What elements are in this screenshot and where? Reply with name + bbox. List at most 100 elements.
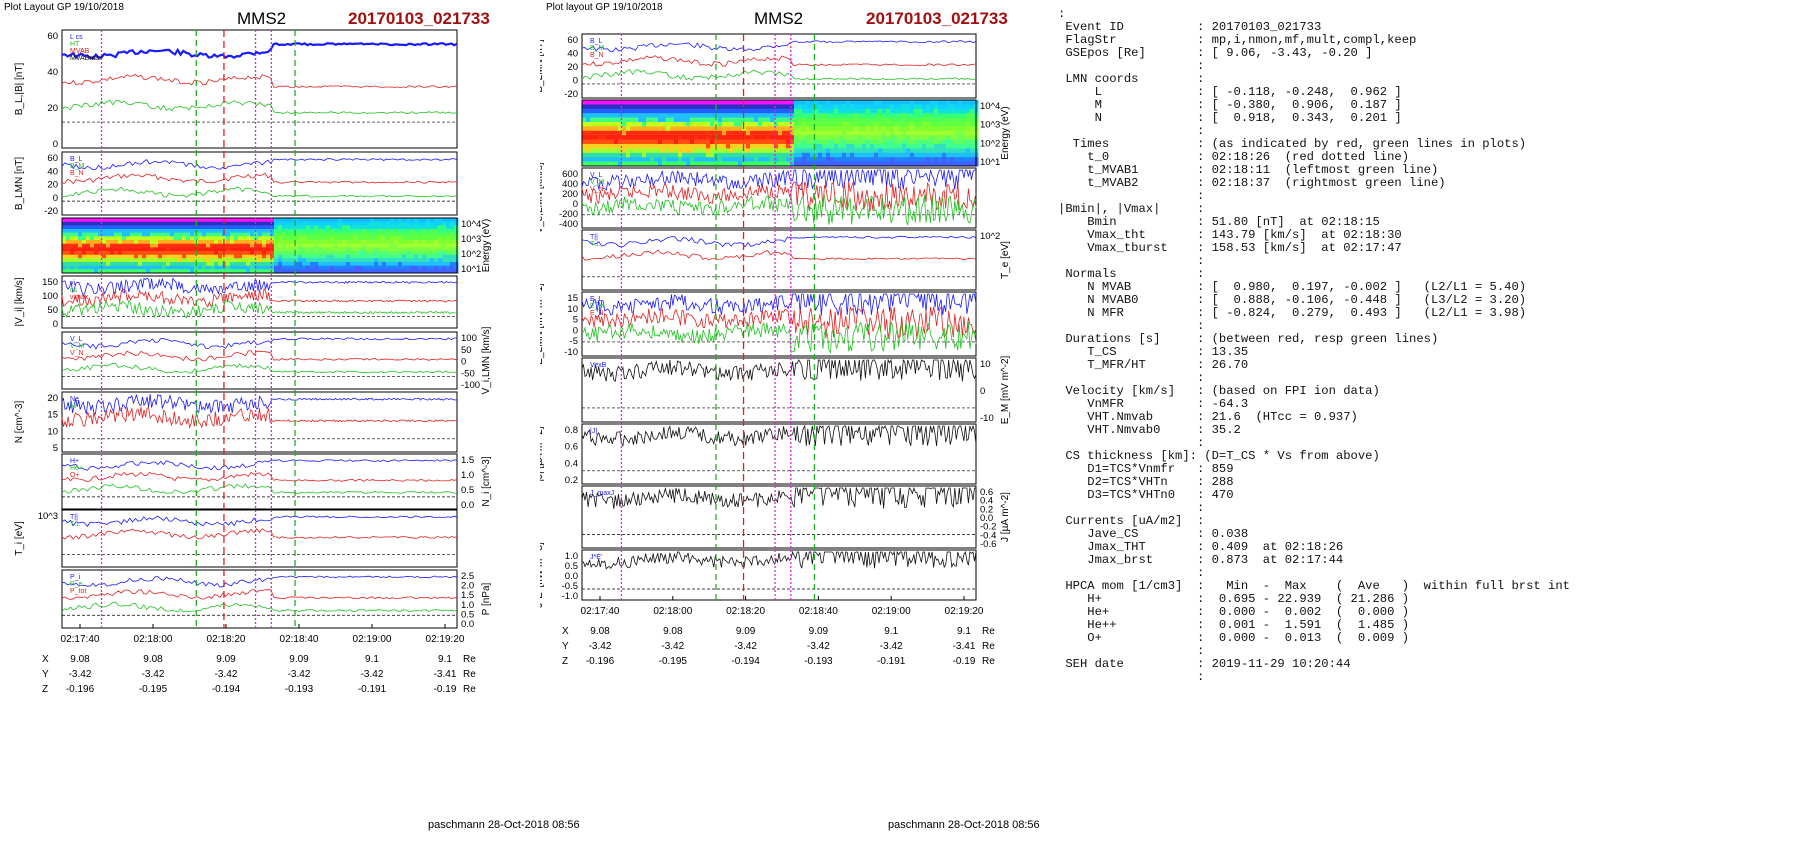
spectrogram-cell: [450, 258, 455, 263]
spectrogram-cell: [662, 139, 667, 145]
spectrogram-cell: [186, 269, 191, 274]
spectrogram-cell: [418, 262, 423, 267]
spectrogram-cell: [230, 258, 235, 263]
spectrogram-cell: [78, 229, 83, 234]
spectrogram-cell: [966, 104, 971, 110]
legend-label: V_L: [70, 336, 83, 343]
spectrogram-cell: [146, 232, 151, 237]
spectrogram-cell: [262, 269, 267, 274]
spectrogram-cell: [834, 144, 839, 149]
spectrogram-cell: [394, 247, 399, 252]
info-line: Jmax_brst : 0.873 at 02:17:44: [1058, 553, 1344, 567]
spectrogram-cell: [602, 113, 607, 119]
spectrogram-cell: [294, 243, 299, 248]
spectrogram-cell: [226, 218, 231, 223]
spectrogram-cell: [314, 247, 319, 252]
spectrogram-cell: [66, 247, 71, 252]
spectrogram-cell: [742, 117, 747, 123]
spectrogram-cell: [62, 247, 67, 252]
left-series-1: [61, 158, 458, 171]
spectrogram-cell: [86, 221, 91, 226]
y-tick-label: 0.5: [565, 561, 578, 572]
spectrogram-cell: [230, 251, 235, 256]
spectrogram-cell: [434, 236, 439, 241]
pos-value: 9.09: [736, 626, 756, 637]
spectrogram-cell: [750, 108, 755, 114]
panel-frame: [581, 291, 977, 357]
spectrogram-cell: [882, 126, 887, 132]
spectrogram-cell: [738, 130, 743, 136]
spectrogram-cell: [110, 218, 115, 223]
spectrogram-cell: [714, 139, 719, 145]
spectrogram-cell: [158, 229, 163, 234]
time-tick-label: 02:18:20: [207, 634, 246, 645]
spectrogram-cell: [646, 130, 651, 136]
spectrogram-cell: [82, 236, 87, 241]
spectrogram-cell: [94, 225, 99, 230]
spectrogram-cell: [382, 258, 387, 263]
spectrogram-cell: [414, 262, 419, 267]
spectrogram-cell: [626, 161, 631, 167]
spectrogram-cell: [862, 148, 867, 154]
spectrogram-cell: [122, 240, 127, 245]
spectrogram-cell: [70, 258, 75, 263]
spectrogram-cell: [310, 232, 315, 237]
spectrogram-cell: [370, 229, 375, 234]
spectrogram-cell: [958, 122, 963, 127]
spectrogram-cell: [594, 100, 599, 105]
spectrogram-cell: [930, 130, 935, 136]
spectrogram-cell: [238, 240, 243, 245]
spectrogram-cell: [682, 130, 687, 136]
spectrogram-cell: [186, 258, 191, 263]
left-series-2: [61, 172, 458, 185]
middle-spacecraft: MMS2: [754, 9, 803, 28]
spectrogram-cell: [870, 108, 875, 114]
spectrogram-cell: [722, 126, 727, 132]
spectrogram-cell: [330, 221, 335, 226]
spectrogram-cell: [82, 247, 87, 252]
spectrogram-cell: [958, 108, 963, 114]
spectrogram-cell: [766, 157, 771, 163]
pos-value: 9.09: [809, 626, 829, 637]
spectrogram-cell: [406, 269, 411, 274]
spectrogram-cell: [718, 139, 723, 145]
spectrogram-cell: [682, 157, 687, 163]
spectrogram-cell: [162, 225, 167, 230]
spectrogram-cell: [774, 144, 779, 149]
spectrogram-cell: [214, 221, 219, 226]
spectrogram-cell: [882, 104, 887, 110]
spectrogram-cell: [950, 148, 955, 154]
spectrogram-cell: [690, 135, 695, 141]
spectrogram-cell: [322, 254, 327, 259]
spectrogram-cell: [638, 144, 643, 149]
spectrogram-cell: [218, 247, 223, 252]
spectrogram-cell: [634, 135, 639, 141]
spectrogram-cell: [154, 218, 159, 223]
spectrogram-cell: [646, 117, 651, 123]
spectrogram-cell: [370, 240, 375, 245]
spectrogram-cell: [174, 221, 179, 226]
spectrogram-cell: [650, 135, 655, 141]
spectrogram-cell: [358, 225, 363, 230]
spectrogram-cell: [74, 221, 79, 226]
spectrogram-cell: [810, 157, 815, 163]
pos-row-label: Z: [562, 656, 568, 667]
legend-label: B_M: [70, 163, 85, 170]
spectrogram-cell: [650, 157, 655, 163]
spectrogram-cell: [394, 258, 399, 263]
spectrogram-cell: [734, 104, 739, 110]
spectrogram-cell: [886, 161, 891, 167]
spectrogram-cell: [226, 225, 231, 230]
spectrogram-cell: [398, 229, 403, 234]
spectrogram-cell: [90, 236, 95, 241]
spectrogram-cell: [826, 117, 831, 123]
spectrogram-cell: [654, 161, 659, 167]
spectrogram-cell: [66, 240, 71, 245]
spectrogram-cell: [666, 152, 671, 158]
spectrogram-cell: [710, 117, 715, 123]
spectrogram-cell: [942, 152, 947, 158]
spectrogram-cell: [738, 139, 743, 145]
spectrogram-cell: [890, 113, 895, 119]
middle-series-1: [581, 358, 977, 382]
spectrogram-cell: [386, 243, 391, 248]
